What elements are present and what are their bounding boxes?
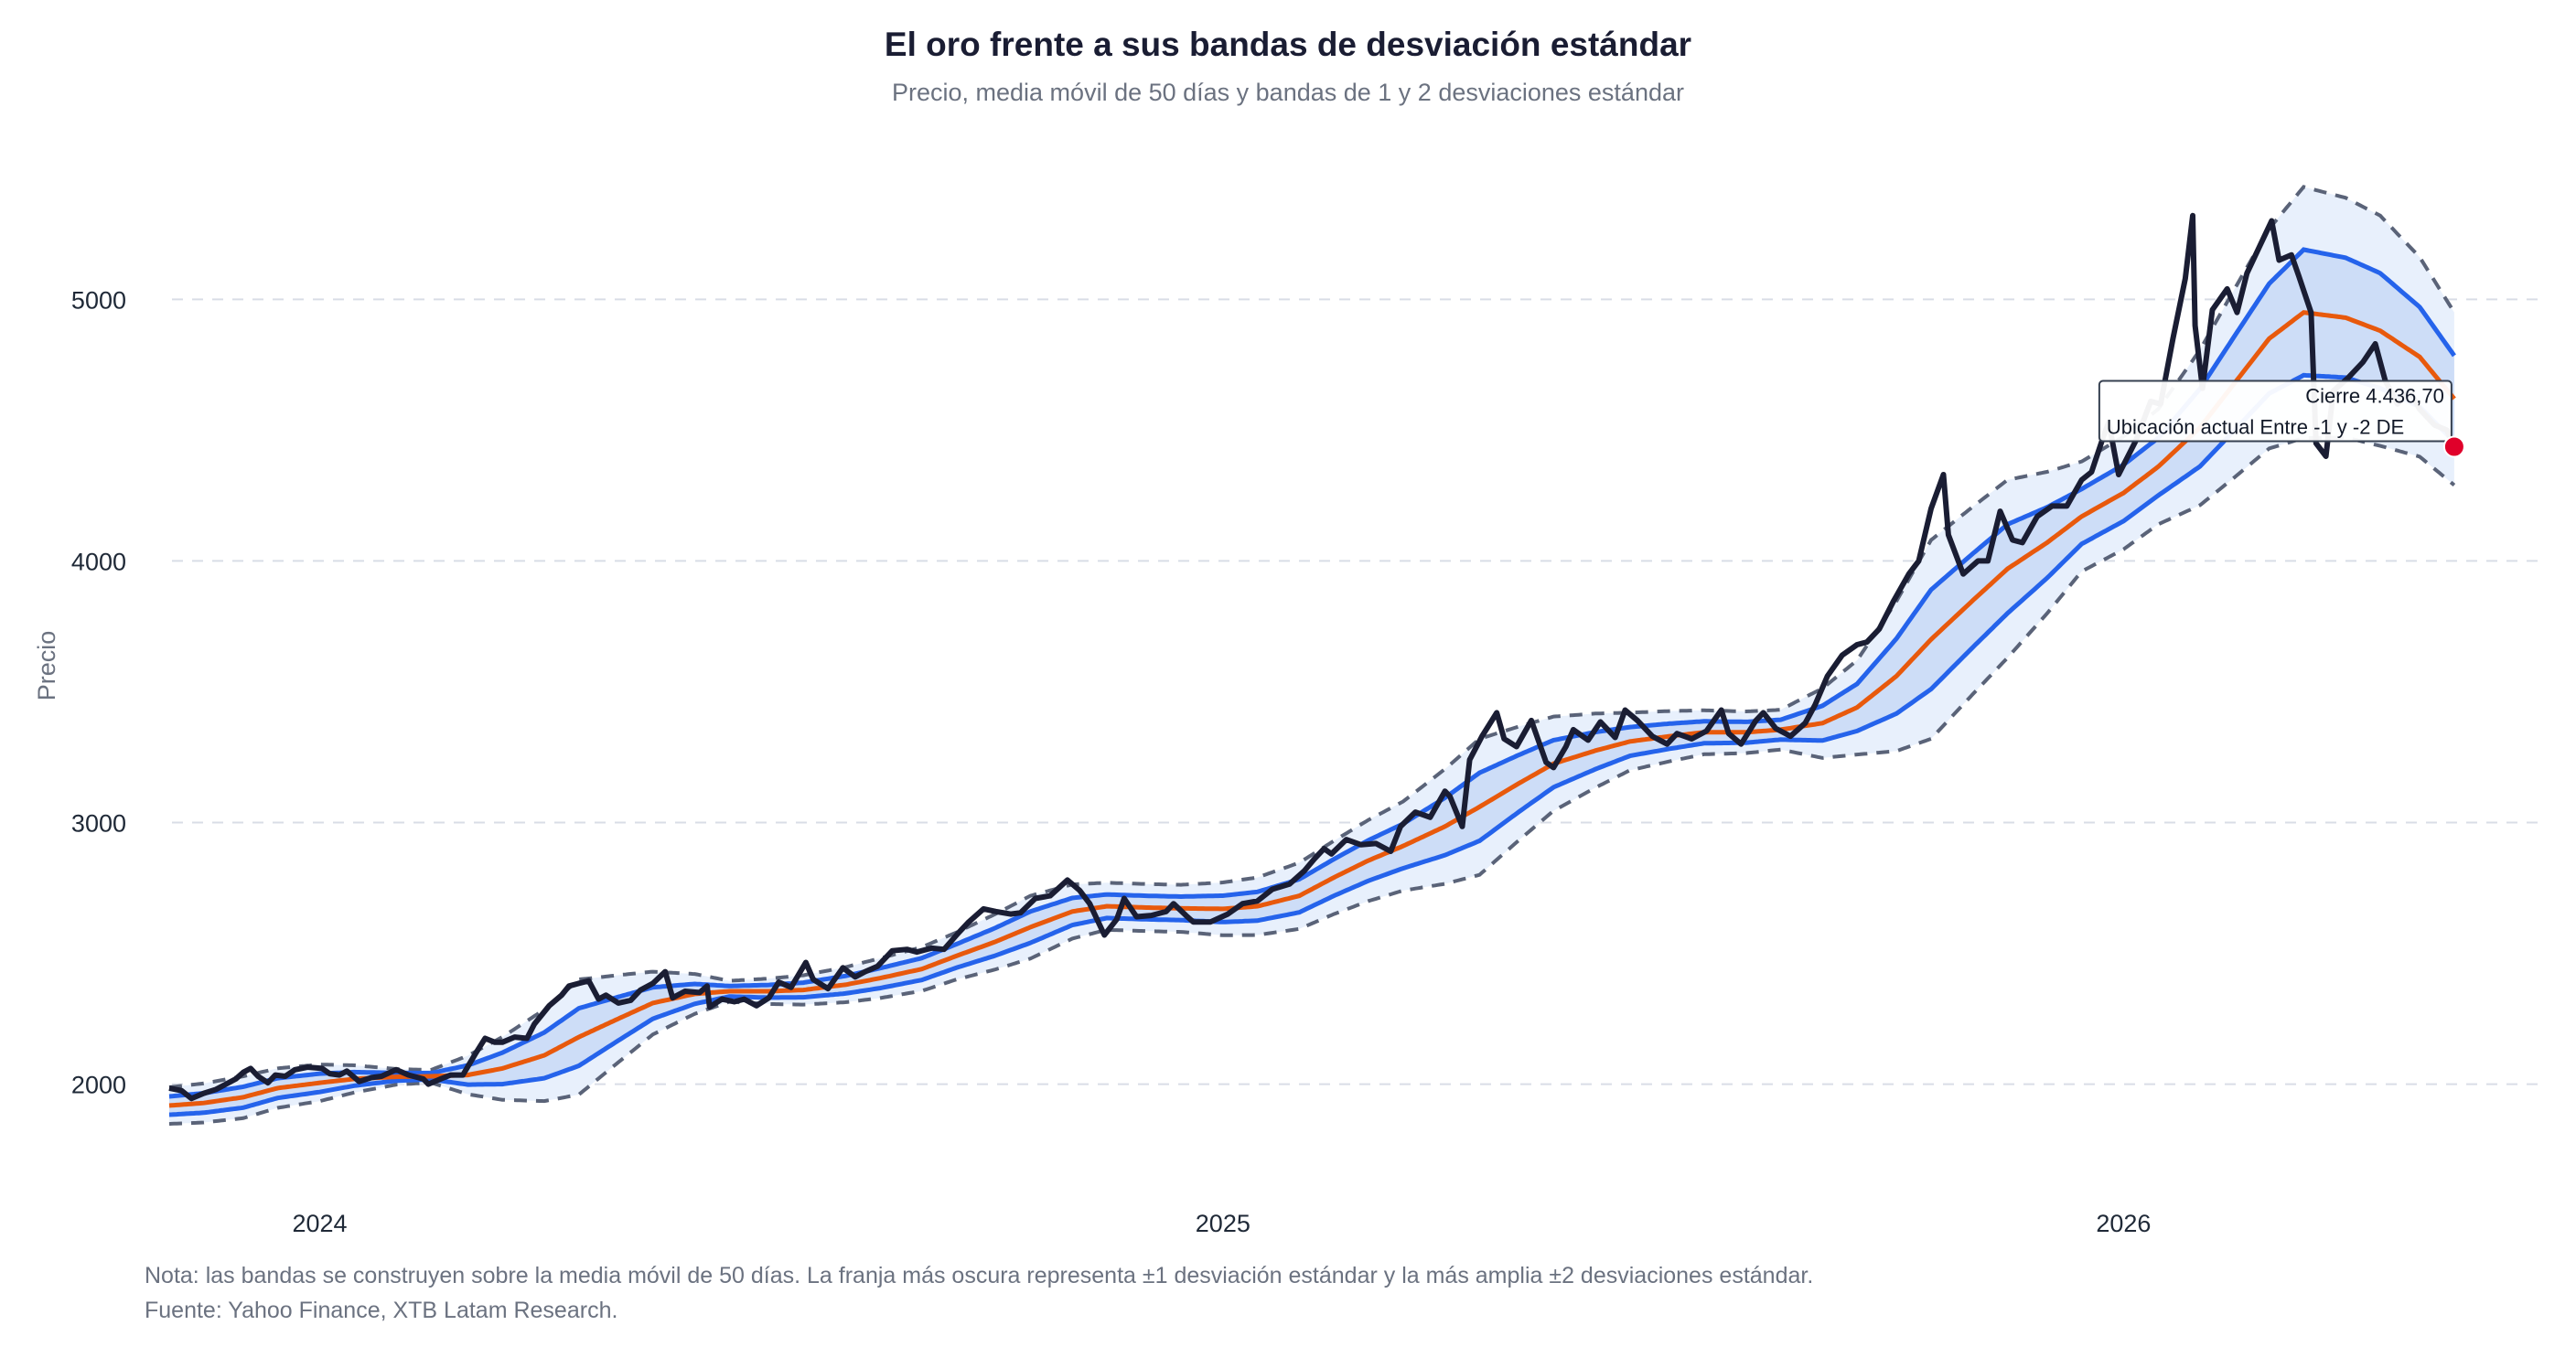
band-2sd-fill — [169, 187, 2454, 1125]
band-1sd-fill — [169, 250, 2454, 1115]
bands — [169, 187, 2454, 1125]
y-axis-label: Precio — [33, 631, 60, 701]
y-tick-label-3000: 3000 — [71, 810, 126, 838]
tooltip-close-text: Cierre 4.436,70 — [2305, 385, 2444, 408]
band-minus-1sd-line — [168, 372, 2456, 1117]
band-plus-2sd-line — [168, 185, 2456, 1089]
chart-subtitle: Precio, media móvil de 50 días y bandas … — [891, 79, 1684, 106]
tooltip-location-text: Ubicación actual Entre -1 y -2 DE — [2107, 416, 2404, 439]
x-tick-label-2026: 2026 — [2096, 1210, 2151, 1237]
series-lines — [168, 185, 2457, 1127]
grid-lines — [172, 298, 2543, 1085]
chart-title: El oro frente a sus bandas de desviación… — [884, 26, 1692, 63]
price-line — [168, 212, 2457, 1102]
sma-50-line — [168, 310, 2456, 1108]
y-tick-label-4000: 4000 — [71, 548, 126, 575]
close-annotation: Cierre 4.436,70 Ubicación actual Entre -1… — [2098, 379, 2465, 458]
footnote: Nota: las bandas se construyen sobre la … — [145, 1263, 1814, 1288]
band-plus-1sd-line — [168, 247, 2456, 1099]
tooltip-box — [2098, 379, 2453, 443]
x-tick-label-2025: 2025 — [1196, 1210, 1250, 1237]
axes: 2000 3000 4000 5000 2024 2025 2026 Precio — [33, 286, 2151, 1237]
source-note: Fuente: Yahoo Finance, XTB Latam Researc… — [145, 1298, 618, 1323]
x-tick-label-2024: 2024 — [292, 1210, 347, 1237]
band-minus-2sd-line — [168, 435, 2456, 1127]
close-marker — [2442, 435, 2465, 458]
y-tick-label-2000: 2000 — [71, 1072, 126, 1099]
y-tick-label-5000: 5000 — [71, 286, 126, 314]
